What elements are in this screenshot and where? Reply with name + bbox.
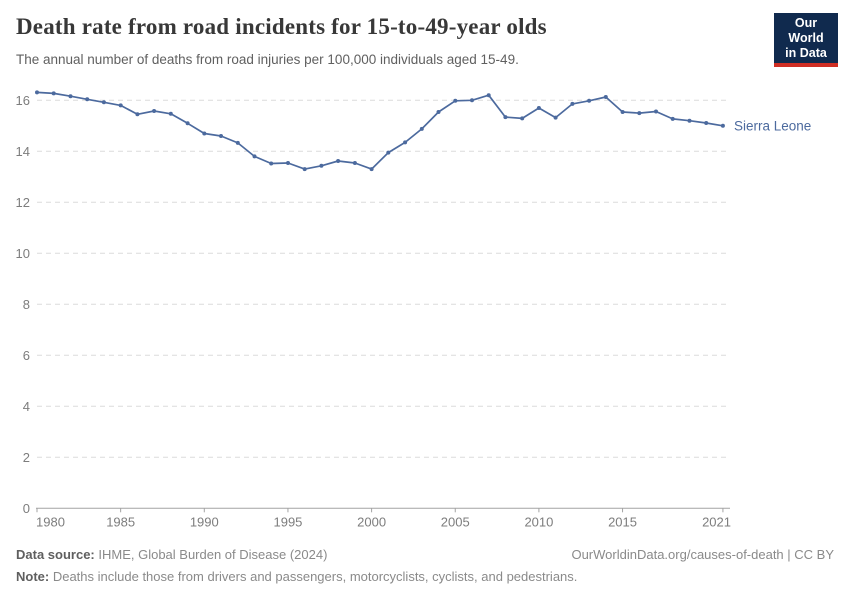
data-point[interactable] (252, 154, 257, 159)
attribution-link[interactable]: OurWorldinData.org/causes-of-death | CC … (571, 547, 834, 562)
data-point[interactable] (85, 97, 90, 102)
data-point[interactable] (269, 161, 274, 166)
data-point[interactable] (369, 167, 374, 172)
data-point[interactable] (51, 91, 56, 96)
x-axis-tick-label: 2010 (524, 514, 553, 529)
data-point[interactable] (286, 161, 290, 165)
data-point[interactable] (386, 150, 391, 155)
y-axis-tick-label: 8 (23, 297, 30, 312)
data-point[interactable] (68, 94, 73, 99)
y-axis-tick-label: 10 (16, 246, 30, 261)
data-point[interactable] (35, 90, 39, 95)
data-point[interactable] (553, 115, 558, 120)
data-point[interactable] (670, 116, 675, 121)
data-point[interactable] (603, 95, 608, 99)
owid-logo-line2: in Data (785, 46, 827, 60)
page-title: Death rate from road incidents for 15-to… (16, 14, 547, 39)
data-point[interactable] (185, 121, 190, 126)
data-point[interactable] (319, 163, 324, 168)
data-point[interactable] (536, 106, 541, 110)
data-point[interactable] (453, 98, 458, 103)
data-point[interactable] (235, 140, 240, 145)
data-point[interactable] (336, 159, 341, 163)
data-point[interactable] (436, 110, 441, 114)
x-axis-tick-label: 1990 (190, 514, 219, 529)
data-point[interactable] (118, 103, 123, 108)
data-point[interactable] (570, 101, 575, 106)
data-point[interactable] (168, 111, 173, 116)
y-axis-tick-label: 4 (23, 399, 30, 414)
data-point[interactable] (486, 93, 491, 98)
data-point[interactable] (654, 109, 658, 114)
data-point[interactable] (302, 167, 307, 172)
data-point[interactable] (419, 126, 424, 131)
x-axis-tick-label: 2015 (608, 514, 637, 529)
y-axis-tick-label: 0 (23, 501, 30, 516)
note-value: Deaths include those from drivers and pa… (49, 569, 578, 584)
x-axis-tick-label: 2005 (441, 514, 470, 529)
data-point[interactable] (520, 116, 525, 121)
owid-logo-box: Our World in Data (774, 13, 838, 63)
data-point[interactable] (620, 110, 625, 114)
data-point[interactable] (352, 161, 357, 165)
x-axis-tick-label: 1995 (273, 514, 302, 529)
chart-subtitle: The annual number of deaths from road in… (16, 52, 519, 67)
data-point[interactable] (687, 118, 692, 123)
note-label: Note: (16, 569, 50, 584)
owid-logo-red-bar (774, 63, 838, 67)
footer-note: Note: Deaths include those from drivers … (16, 569, 834, 584)
x-axis-tick-label: 1980 (36, 514, 65, 529)
data-point[interactable] (202, 131, 207, 136)
datasource-value: IHME, Global Burden of Disease (2024) (94, 547, 328, 562)
owid-logo-line1: Our World (788, 16, 824, 45)
data-point[interactable] (637, 111, 642, 116)
y-axis-tick-label: 6 (23, 348, 30, 363)
data-point[interactable] (219, 134, 223, 138)
owid-logo[interactable]: Our World in Data (774, 13, 838, 67)
x-axis-tick-label: 1985 (106, 514, 135, 529)
data-point[interactable] (135, 112, 140, 117)
y-axis-tick-label: 14 (16, 144, 30, 159)
series-line[interactable] (36, 91, 724, 170)
datasource-label: Data source: (16, 547, 95, 562)
y-axis-tick-label: 2 (23, 450, 30, 465)
data-point[interactable] (587, 98, 592, 103)
data-point[interactable] (503, 115, 508, 120)
data-point[interactable] (720, 123, 725, 128)
x-axis-tick-label: 2000 (357, 514, 386, 529)
data-point[interactable] (704, 121, 709, 125)
y-axis-tick-label: 12 (16, 195, 30, 210)
data-point[interactable] (470, 98, 474, 103)
data-point[interactable] (152, 109, 157, 113)
x-axis-tick-label: 2021 (702, 514, 731, 529)
series-end-label: Sierra Leone (734, 118, 811, 133)
data-point[interactable] (101, 100, 106, 105)
footer-datasource: OurWorldinData.org/causes-of-death | CC … (16, 547, 834, 562)
y-axis-tick-label: 16 (16, 93, 30, 108)
data-point[interactable] (403, 140, 408, 145)
